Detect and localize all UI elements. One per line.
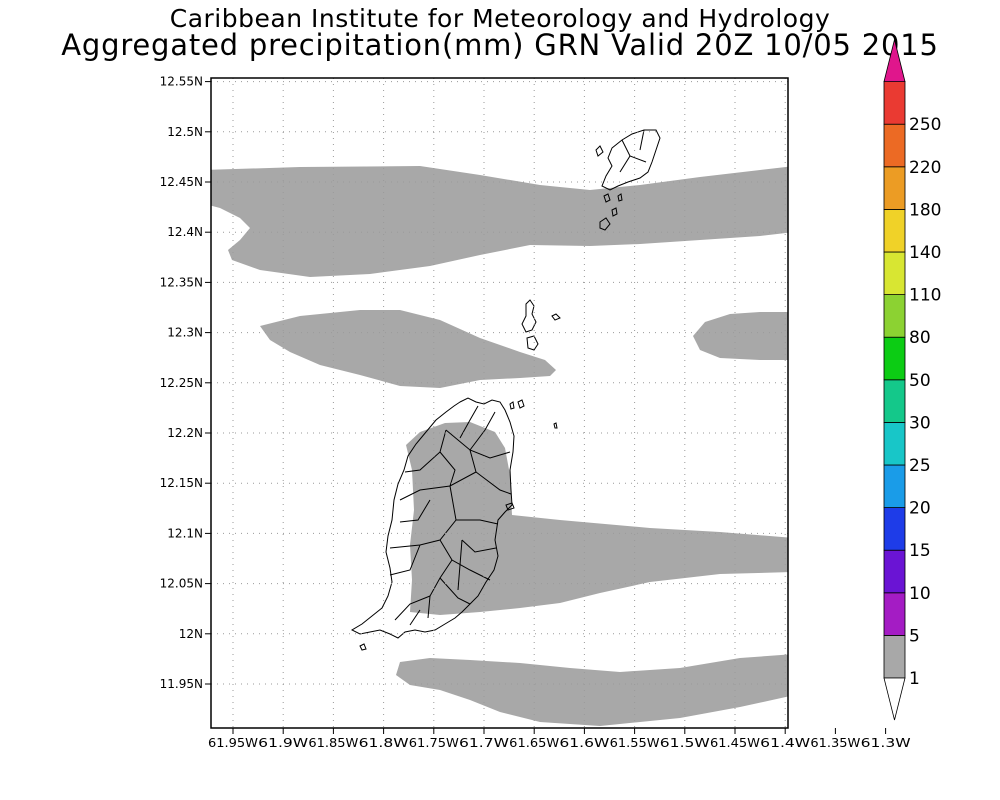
colorbar-label: 50 bbox=[909, 371, 931, 391]
colorbar-bin bbox=[883, 421, 906, 466]
colorbar-label: 5 bbox=[909, 626, 920, 646]
lon-tick-label: 61.3W bbox=[861, 736, 911, 750]
colorbar-bin bbox=[883, 549, 906, 594]
colorbar-label: 15 bbox=[909, 541, 931, 561]
lon-tick-label: 61.45W bbox=[710, 736, 760, 750]
colorbar-label: 80 bbox=[909, 328, 931, 348]
precip-band-central bbox=[260, 310, 556, 388]
lon-tick-label: 61.6W bbox=[559, 736, 609, 750]
islet-2 bbox=[611, 207, 618, 217]
colorbar-bin bbox=[883, 379, 906, 423]
carriacou-island bbox=[601, 129, 661, 191]
lon-tick-label: 61.65W bbox=[509, 736, 559, 750]
lon-tick-label: 61.95W bbox=[208, 736, 258, 750]
precip-band-south bbox=[396, 654, 788, 726]
islet-11 bbox=[505, 502, 515, 511]
colorbar-label: 250 bbox=[909, 115, 941, 135]
colorbar-label: 180 bbox=[909, 200, 941, 220]
grenada-island bbox=[350, 397, 515, 639]
precip-band-north bbox=[211, 166, 788, 277]
colorbar-bin bbox=[883, 336, 906, 381]
colorbar-bin bbox=[883, 81, 906, 125]
colorbar-under-triangle bbox=[883, 677, 906, 721]
islet-8 bbox=[517, 399, 525, 409]
lon-tick-label: 61.5W bbox=[660, 736, 710, 750]
colorbar-label: 140 bbox=[909, 243, 941, 263]
lat-tick-label: 12.4N bbox=[167, 225, 203, 239]
islet-10 bbox=[553, 422, 558, 429]
colorbar-bin bbox=[883, 123, 906, 168]
lat-tick-label: 12.05N bbox=[160, 577, 203, 591]
islet-5 bbox=[521, 299, 537, 333]
lon-tick-label: 61.75W bbox=[409, 736, 459, 750]
colorbar-label: 220 bbox=[909, 158, 941, 178]
precip-band-east bbox=[693, 312, 788, 360]
title-product: Aggregated precipitation(mm) GRN Valid 2… bbox=[61, 28, 939, 62]
lat-tick-label: 12.1N bbox=[167, 526, 203, 540]
colorbar-label: 10 bbox=[909, 584, 931, 604]
islet-7 bbox=[551, 313, 561, 321]
parish-boundaries bbox=[389, 405, 512, 626]
lat-tick-label: 12.3N bbox=[167, 326, 203, 340]
islet-3 bbox=[603, 193, 611, 203]
lat-tick-label: 12.25N bbox=[160, 376, 203, 390]
lon-tick-label: 61.35W bbox=[810, 736, 860, 750]
lat-tick-label: 11.95N bbox=[160, 677, 203, 691]
colorbar-label: 20 bbox=[909, 499, 931, 519]
longitude-axis: 61.95W 61.9W 61.85W 61.8W 61.75W 61.7W 61.65W 6… bbox=[208, 728, 911, 750]
colorbar-label: 30 bbox=[909, 413, 931, 433]
lat-tick-label: 12.2N bbox=[167, 426, 203, 440]
lat-tick-label: 12.45N bbox=[160, 175, 203, 189]
map-frame bbox=[210, 77, 789, 729]
colorbar-bin bbox=[883, 635, 906, 679]
lat-tick-label: 12.55N bbox=[160, 75, 203, 89]
lat-tick-label: 12.5N bbox=[167, 125, 203, 139]
lon-tick-label: 61.9W bbox=[258, 736, 308, 750]
precip-band-grenada bbox=[406, 422, 788, 615]
graticule bbox=[211, 78, 788, 728]
islet-1 bbox=[599, 217, 611, 231]
plot-area bbox=[211, 78, 788, 728]
colorbar-bin bbox=[883, 507, 906, 551]
petite-martinique bbox=[595, 145, 604, 157]
lon-tick-label: 61.55W bbox=[610, 736, 660, 750]
carriacou-parishes bbox=[619, 129, 647, 173]
colorbar-label: 25 bbox=[909, 456, 931, 476]
latitude-axis: 12.55N 12.5N 12.45N 12.4N 12.35N 12.3N 12.25N 1… bbox=[160, 75, 211, 691]
lat-tick-label: 12.15N bbox=[160, 476, 203, 490]
colorbar-bin bbox=[883, 166, 906, 210]
precip-shading bbox=[211, 166, 788, 726]
islet-4 bbox=[617, 193, 623, 202]
colorbar-bin bbox=[883, 592, 906, 636]
colorbar-bin bbox=[883, 294, 906, 338]
colorbar-label: 110 bbox=[909, 286, 941, 306]
lon-tick-label: 61.8W bbox=[359, 736, 409, 750]
islet-6 bbox=[526, 335, 539, 351]
islet-9 bbox=[509, 401, 515, 410]
lon-tick-label: 61.85W bbox=[308, 736, 358, 750]
islet-12 bbox=[359, 643, 367, 651]
colorbar-bin bbox=[883, 464, 906, 508]
colorbar-label: 1 bbox=[909, 669, 920, 689]
lon-tick-label: 61.7W bbox=[459, 736, 509, 750]
coastlines bbox=[350, 129, 661, 651]
title-institute: Caribbean Institute for Meteorology and … bbox=[169, 4, 831, 33]
lat-tick-label: 12N bbox=[179, 627, 203, 641]
colorbar-bin bbox=[883, 208, 906, 253]
lat-tick-label: 12.35N bbox=[160, 275, 203, 289]
lon-tick-label: 61.4W bbox=[760, 736, 810, 750]
colorbar-over-triangle bbox=[883, 39, 906, 82]
colorbar-bin bbox=[883, 251, 906, 295]
